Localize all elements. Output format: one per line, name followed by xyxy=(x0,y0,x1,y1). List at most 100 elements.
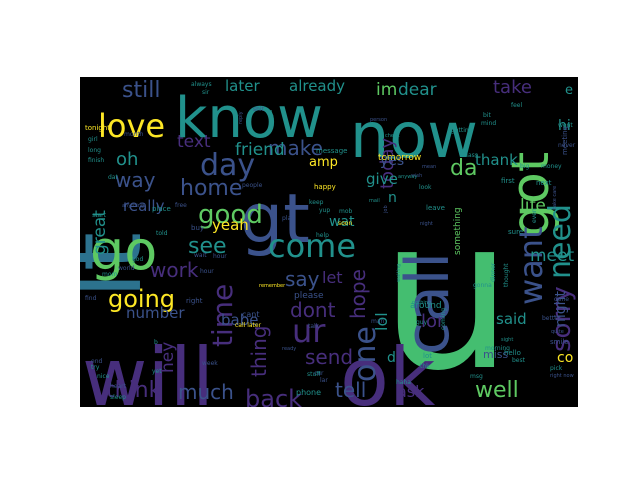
word-da: da xyxy=(450,156,477,181)
word-month: month xyxy=(124,131,144,138)
word-thought: thought xyxy=(503,263,510,287)
word-dinner: dinner xyxy=(490,262,497,282)
word-person: person xyxy=(370,117,387,123)
word-end: end xyxy=(91,358,102,365)
word-find: find xyxy=(85,295,97,302)
word-hi: hi xyxy=(558,118,571,134)
word-car: car xyxy=(314,370,324,377)
word-mean: mean xyxy=(422,164,436,170)
word-place: place xyxy=(152,205,171,213)
word-even: even xyxy=(531,208,538,223)
word-god: god xyxy=(132,256,143,263)
word-anything: anything xyxy=(122,203,144,209)
word-come: come xyxy=(268,227,356,265)
word-going: going xyxy=(108,285,175,313)
word-keep: keep xyxy=(309,199,324,206)
word-home: home xyxy=(180,176,242,201)
word-remember: remember xyxy=(259,283,286,289)
word-lot: lot xyxy=(423,352,432,360)
word-sleep: sleep xyxy=(110,394,126,401)
word-something: something xyxy=(453,207,463,255)
word-meet: meet xyxy=(530,246,574,266)
word-phone: phone xyxy=(296,388,321,397)
word-man: man xyxy=(371,318,385,325)
word-hour: hour xyxy=(213,253,227,260)
word-coming: coming xyxy=(440,308,447,330)
word-stuff: stuff xyxy=(307,371,321,378)
word-anyway: anyway xyxy=(398,174,417,180)
word-cant: cant xyxy=(242,310,260,319)
word-soon: soon xyxy=(338,220,352,227)
word-buy: buy xyxy=(191,224,204,232)
word-tell: tell xyxy=(335,378,366,402)
word-gonna: gonna xyxy=(473,282,492,289)
word-miss: miss xyxy=(483,348,509,361)
word-hour: hour xyxy=(200,268,214,275)
word-leave: leave xyxy=(426,204,445,212)
word-wat: wat xyxy=(329,214,355,230)
word-now: now xyxy=(350,99,478,172)
word-call: call xyxy=(393,252,463,355)
word-money: money xyxy=(541,163,562,170)
word-girl: girl xyxy=(88,136,98,143)
word-dear: dear xyxy=(398,80,437,100)
word-plan: plan xyxy=(282,215,295,222)
word-dont: dont xyxy=(290,298,336,322)
word-sorry: sorry xyxy=(547,286,577,352)
word-done: done xyxy=(554,296,569,303)
word-send: send xyxy=(305,345,353,369)
word-hope: hope xyxy=(346,269,370,319)
word-happy: happy xyxy=(314,183,336,191)
word-nothing: nothing xyxy=(412,300,431,306)
word-tonight: tonight xyxy=(85,124,110,132)
word-give: give xyxy=(366,170,398,188)
word-long: long xyxy=(88,147,101,154)
word-yet: yet xyxy=(152,368,162,375)
word-right-now: right now xyxy=(550,373,574,379)
word-life: life xyxy=(520,196,546,216)
word-talk: talk xyxy=(308,323,320,330)
word-way: way xyxy=(115,168,156,192)
word-never: never xyxy=(558,142,576,149)
word-yes: yes xyxy=(380,153,404,169)
word-lol: lol xyxy=(372,312,391,331)
word-smile: smile xyxy=(550,338,569,346)
word-lt: lt xyxy=(80,232,164,299)
word-got: got xyxy=(501,152,561,237)
word-many: many xyxy=(385,155,399,161)
word-ask: ask xyxy=(397,382,425,401)
word-go: go xyxy=(90,219,157,282)
word-shit: shit xyxy=(253,106,265,113)
word-finish: finish xyxy=(88,157,104,164)
word-waiting: waiting xyxy=(396,264,402,282)
word-check: check xyxy=(385,133,400,139)
word-later: later xyxy=(225,77,260,95)
word-wish: wish xyxy=(411,173,422,179)
word-guy: guy xyxy=(416,319,428,326)
word-well: well xyxy=(475,378,519,403)
word-take-care: take care xyxy=(552,186,558,209)
word-next: next xyxy=(536,179,552,187)
word-mail: mail xyxy=(369,198,380,204)
word-sure: sure xyxy=(508,228,523,236)
word-hey: hey xyxy=(158,342,178,373)
word-number: number xyxy=(126,304,185,322)
word-love: love xyxy=(98,107,165,145)
word-cloud-panel: u will ok now gt lt know call go got love come want n… xyxy=(80,77,578,407)
word-great: great xyxy=(90,210,110,255)
word-dat: dat xyxy=(108,174,118,181)
word-nice: nice xyxy=(97,373,110,380)
word-n: n xyxy=(388,190,397,206)
word-work: work xyxy=(150,258,199,282)
word-really: really xyxy=(123,197,165,215)
word-thank: thank xyxy=(475,151,518,169)
word-haha: haha xyxy=(396,379,411,386)
word-heart: heart xyxy=(110,383,127,390)
word-went: went xyxy=(558,122,573,129)
word-quite: quite xyxy=(551,329,564,335)
word-lor: lor xyxy=(421,311,445,332)
word-babe: babe xyxy=(221,311,258,329)
word-pick: pick xyxy=(550,365,563,372)
word-ok: ok xyxy=(340,331,436,407)
word-text: text xyxy=(177,132,211,152)
